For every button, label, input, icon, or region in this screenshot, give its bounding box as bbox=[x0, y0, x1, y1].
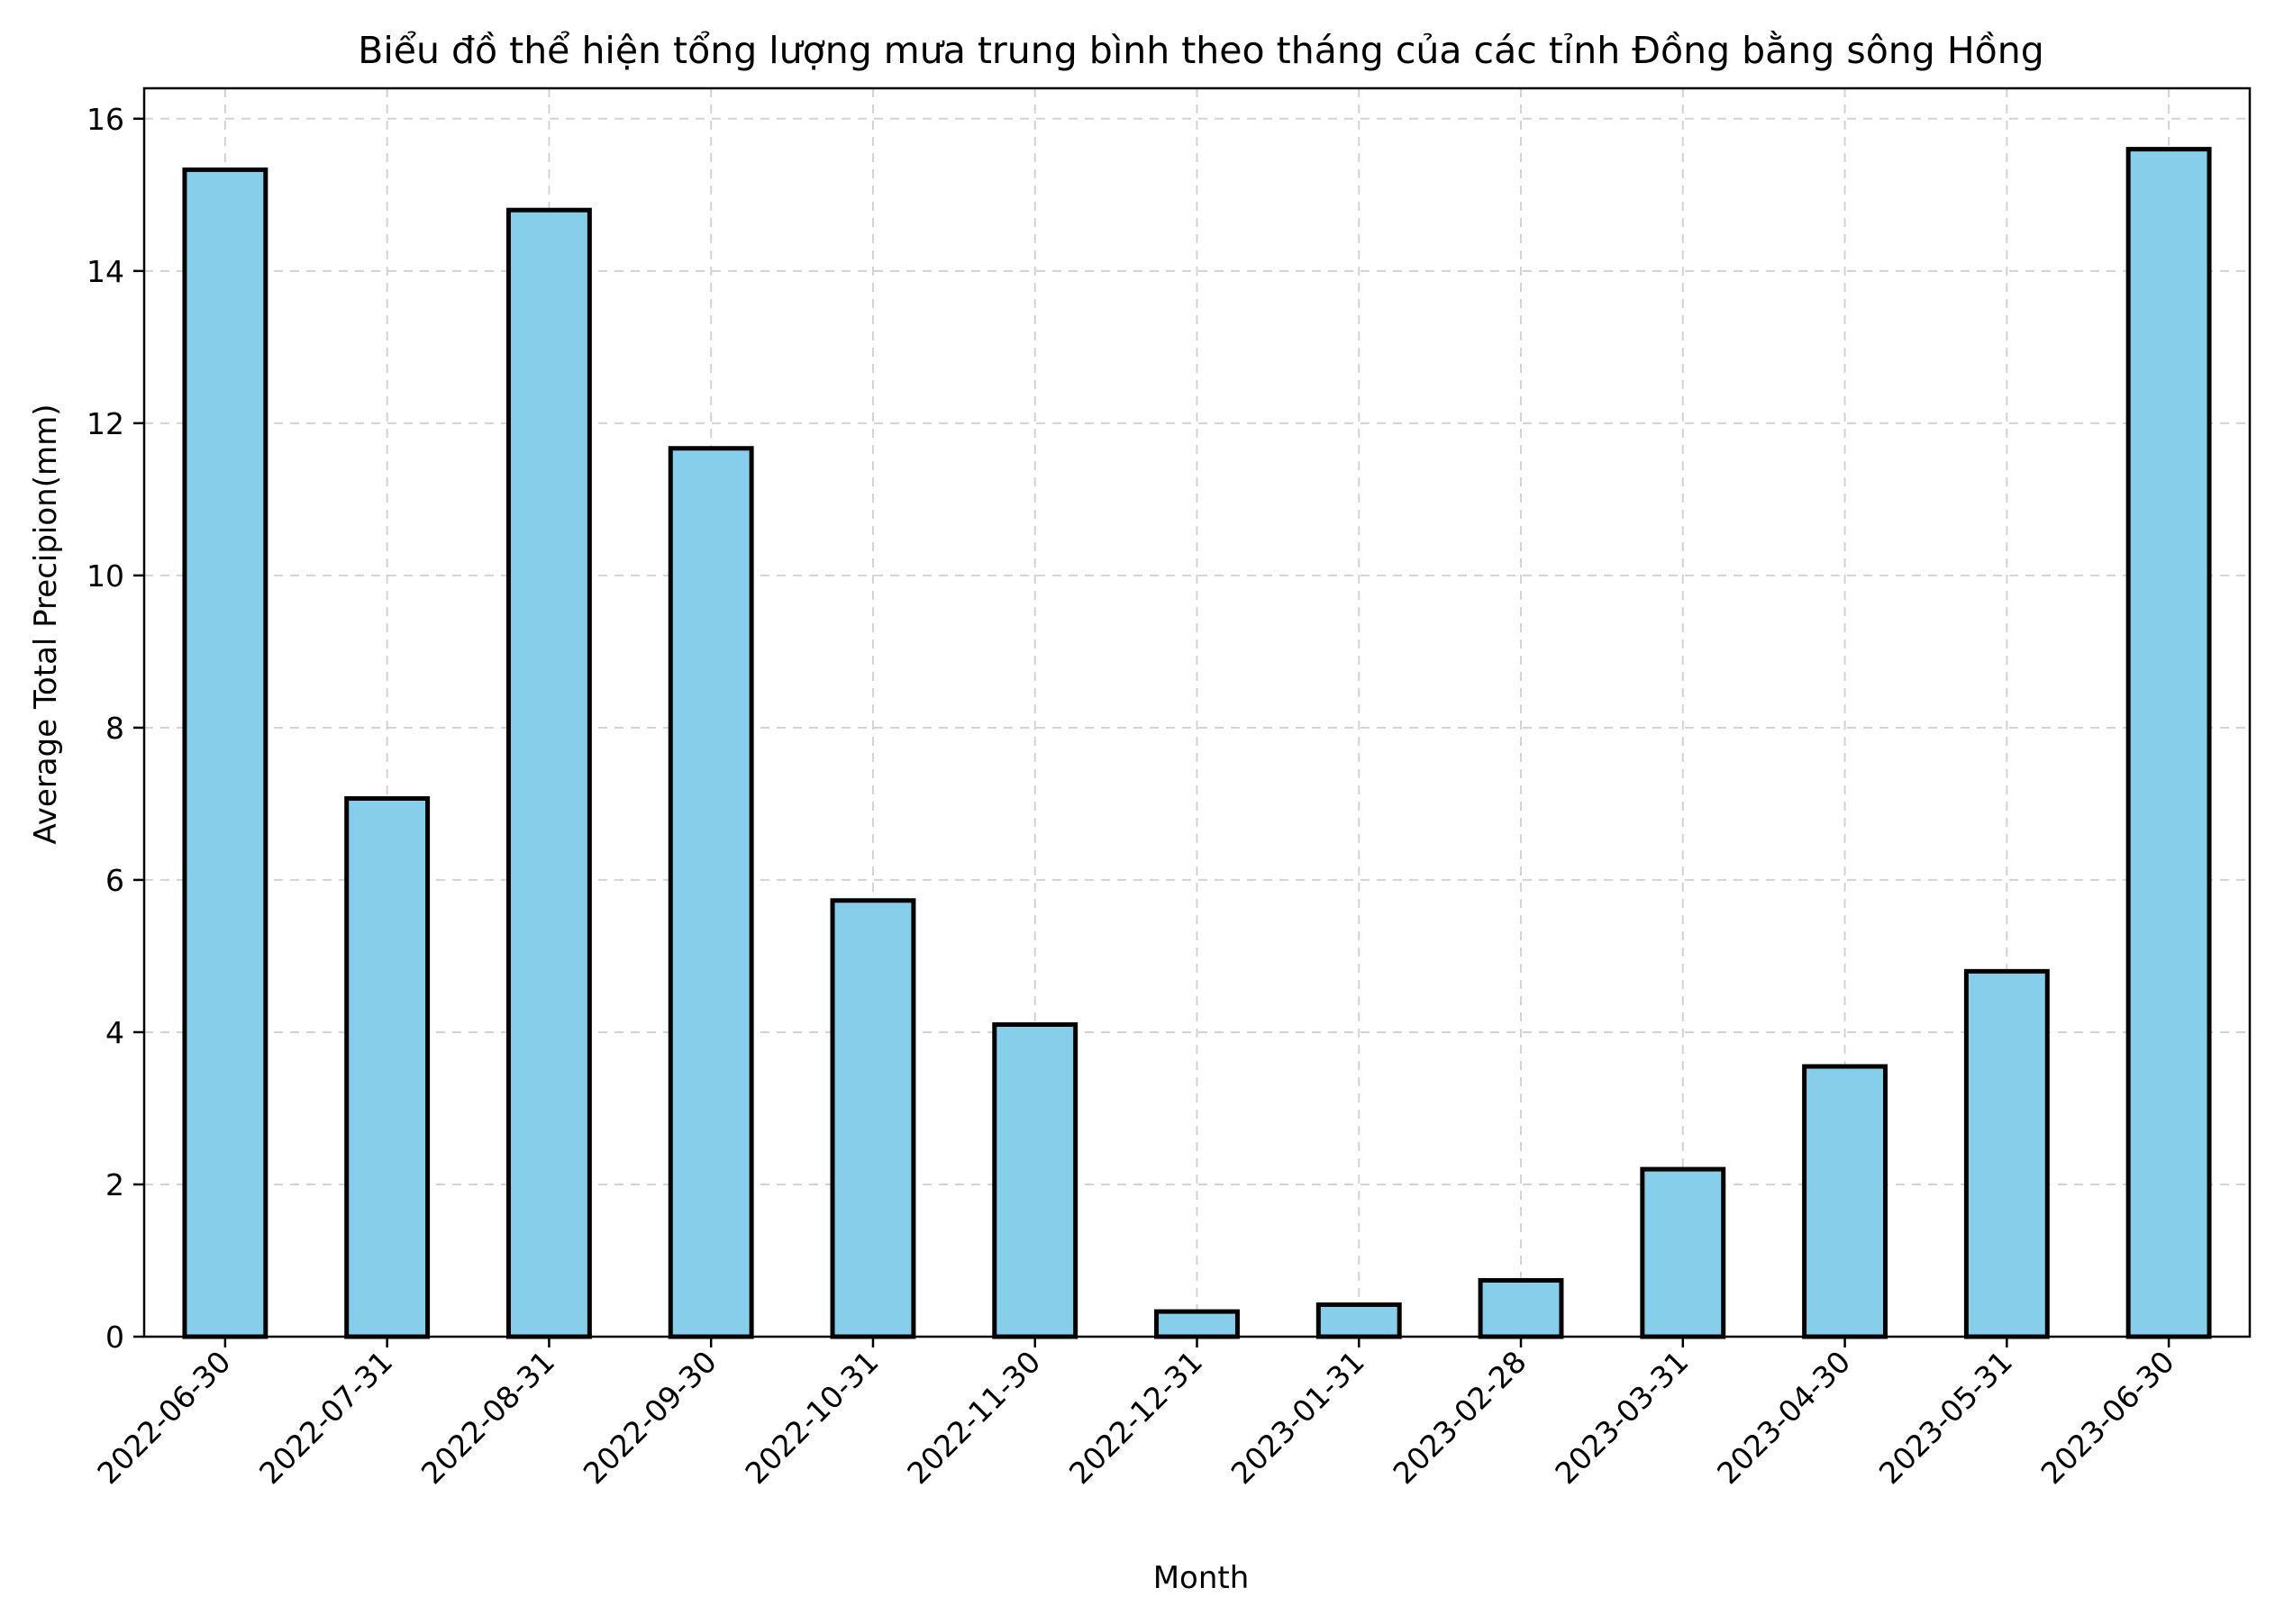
bars bbox=[182, 147, 2212, 1339]
y-axis-title: Average Total Precipion(mm) bbox=[28, 404, 64, 845]
x-tick-label: 2022-10-31 bbox=[738, 1344, 885, 1491]
bar-2022-06-30 bbox=[182, 167, 268, 1339]
y-tick-label: 16 bbox=[86, 102, 124, 137]
y-tick-label: 14 bbox=[86, 254, 124, 289]
bar-2023-02-28 bbox=[1478, 1277, 1564, 1339]
y-axis-ticks: 0 2 4 6 8 10 12 14 16 bbox=[86, 102, 144, 1355]
bar-2022-07-31 bbox=[344, 795, 431, 1339]
bar-2022-09-30 bbox=[668, 446, 754, 1339]
bar-2022-08-31 bbox=[505, 207, 592, 1339]
bar-2022-10-31 bbox=[830, 898, 916, 1339]
x-axis-title: Month bbox=[1153, 1560, 1250, 1596]
bar-2023-03-31 bbox=[1640, 1166, 1726, 1339]
bar-2023-06-30 bbox=[2125, 147, 2212, 1339]
x-tick-label: 2022-07-31 bbox=[252, 1344, 399, 1491]
x-tick-label: 2022-08-31 bbox=[414, 1344, 561, 1491]
x-tick-label: 2023-05-31 bbox=[1872, 1344, 2019, 1491]
x-tick-label: 2022-09-30 bbox=[577, 1344, 723, 1491]
y-tick-label: 12 bbox=[86, 406, 124, 441]
x-tick-label: 2023-03-31 bbox=[1548, 1344, 1695, 1491]
bar-2023-04-30 bbox=[1802, 1064, 1888, 1339]
x-tick-label: 2022-12-31 bbox=[1062, 1344, 1209, 1491]
bar-2022-12-31 bbox=[1154, 1309, 1240, 1339]
y-tick-label: 2 bbox=[105, 1167, 124, 1202]
chart-title: Biểu đồ thể hiện tổng lượng mưa trung bì… bbox=[358, 29, 2044, 72]
y-tick-label: 6 bbox=[105, 863, 124, 898]
x-tick-label: 2022-06-30 bbox=[90, 1344, 237, 1491]
bar-2023-01-31 bbox=[1315, 1302, 1402, 1339]
x-tick-label: 2022-11-30 bbox=[900, 1344, 1047, 1491]
x-tick-label: 2023-04-30 bbox=[1710, 1344, 1857, 1491]
y-tick-label: 10 bbox=[86, 558, 124, 594]
x-tick-label: 2023-06-30 bbox=[2034, 1344, 2181, 1491]
grid bbox=[144, 88, 2250, 1338]
x-tick-label: 2023-02-28 bbox=[1387, 1344, 1533, 1491]
y-tick-label: 8 bbox=[105, 711, 124, 746]
x-tick-label: 2023-01-31 bbox=[1224, 1344, 1371, 1491]
y-tick-label: 0 bbox=[105, 1320, 124, 1355]
x-axis-ticks: 2022-06-30 2022-07-31 2022-08-31 2022-09-30… bbox=[90, 1337, 2181, 1491]
bar-2022-11-30 bbox=[992, 1022, 1078, 1339]
y-tick-label: 4 bbox=[105, 1015, 124, 1050]
bar-2023-05-31 bbox=[1963, 968, 2050, 1339]
